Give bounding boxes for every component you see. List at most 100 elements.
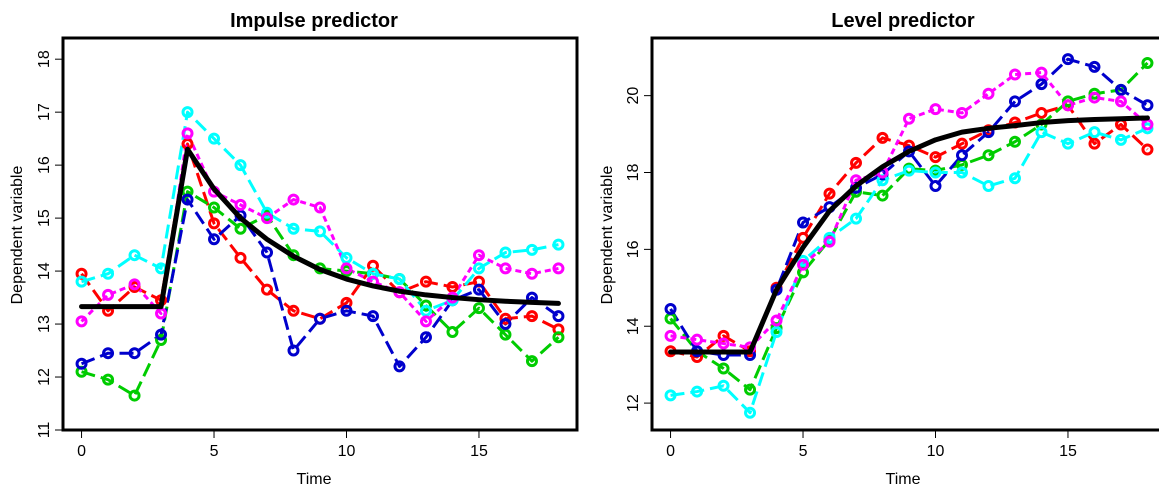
series-group (75, 106, 565, 402)
x-axis-label: Time (886, 471, 921, 488)
data-point (797, 258, 810, 271)
data-point (955, 166, 968, 179)
data-point (717, 379, 730, 392)
data-point (955, 137, 968, 150)
data-point (181, 193, 194, 206)
impulse-predictor-panel: Impulse predictor Time Dependent variabl… (9, 10, 579, 488)
data-point (1141, 99, 1154, 112)
data-point (1035, 106, 1048, 119)
data-point (128, 389, 141, 402)
data-point (102, 347, 115, 360)
data-point (446, 326, 459, 338)
series-line (670, 103, 1149, 359)
data-point (419, 331, 432, 344)
data-point (903, 112, 915, 125)
series-line (669, 61, 1149, 392)
data-point (823, 235, 836, 248)
data-point (982, 149, 995, 162)
data-point (1035, 126, 1048, 139)
data-point (234, 251, 247, 264)
y-tick-label: 13 (36, 315, 53, 333)
data-point (1114, 133, 1127, 146)
plot-frame (61, 36, 579, 432)
y-axis-label: Dependent variable (9, 166, 26, 305)
data-point (314, 201, 326, 214)
data-point (982, 87, 995, 100)
series-group (664, 53, 1154, 419)
plot-frame (650, 36, 1159, 432)
chart-title: Level predictor (831, 10, 975, 32)
data-point (1088, 126, 1101, 139)
y-tick-label: 11 (36, 422, 53, 439)
x-axis: 0 5 10 15 (77, 429, 488, 460)
data-point (340, 304, 353, 317)
x-tick-label: 10 (338, 443, 356, 460)
y-tick-label: 14 (625, 317, 642, 335)
y-tick-label: 17 (36, 103, 53, 121)
data-point (208, 233, 221, 246)
data-point (955, 106, 968, 119)
data-point (208, 132, 221, 145)
data-point (955, 149, 968, 162)
y-axis: 11 12 13 14 15 16 17 18 (36, 50, 64, 439)
data-point (552, 331, 565, 344)
series-line (670, 126, 1149, 415)
data-point (770, 326, 783, 338)
data-point (525, 355, 538, 368)
data-point (1008, 135, 1021, 148)
data-point (128, 278, 141, 291)
y-tick-label: 15 (36, 209, 53, 227)
data-point (552, 310, 565, 323)
data-point (797, 216, 810, 229)
data-point (1088, 60, 1101, 73)
data-point (472, 249, 485, 262)
data-point (261, 206, 274, 219)
data-point (929, 151, 942, 164)
plot-area (664, 53, 1154, 419)
data-point (876, 131, 889, 144)
x-tick-label: 5 (210, 443, 219, 460)
data-point (261, 283, 274, 296)
data-point (102, 267, 115, 280)
data-point (717, 362, 730, 375)
data-point (75, 357, 88, 370)
data-point (366, 310, 379, 323)
y-tick-label: 20 (625, 87, 642, 105)
data-point (929, 166, 942, 179)
data-point (181, 127, 194, 140)
data-point (499, 312, 512, 325)
data-point (419, 304, 432, 317)
data-point (1114, 83, 1127, 96)
data-point (744, 406, 757, 419)
x-axis-label: Time (297, 471, 332, 488)
data-point (1141, 56, 1154, 69)
data-point (419, 299, 432, 312)
data-point (75, 275, 88, 288)
mean-curve (668, 115, 1150, 355)
series-line (669, 57, 1149, 357)
x-tick-label: 15 (470, 443, 488, 460)
data-point (261, 246, 274, 259)
x-axis: 0 5 10 15 (666, 429, 1077, 460)
series-line (81, 110, 559, 313)
y-tick-label: 12 (625, 394, 642, 412)
y-tick-label: 18 (625, 164, 642, 182)
data-point (340, 262, 353, 275)
x-tick-label: 0 (77, 443, 86, 460)
data-point (287, 304, 300, 317)
data-point (1141, 143, 1154, 156)
data-point (287, 344, 300, 357)
y-tick-label: 12 (36, 368, 53, 386)
data-point (419, 315, 432, 328)
chart-title: Impulse predictor (230, 10, 398, 32)
plot-area (75, 106, 565, 402)
data-point (314, 312, 326, 325)
x-tick-label: 15 (1059, 443, 1077, 460)
data-point (1088, 91, 1101, 104)
data-point (234, 159, 247, 172)
data-point (691, 385, 704, 398)
data-point (525, 243, 538, 256)
data-point (1035, 78, 1048, 91)
data-point (1088, 137, 1101, 150)
